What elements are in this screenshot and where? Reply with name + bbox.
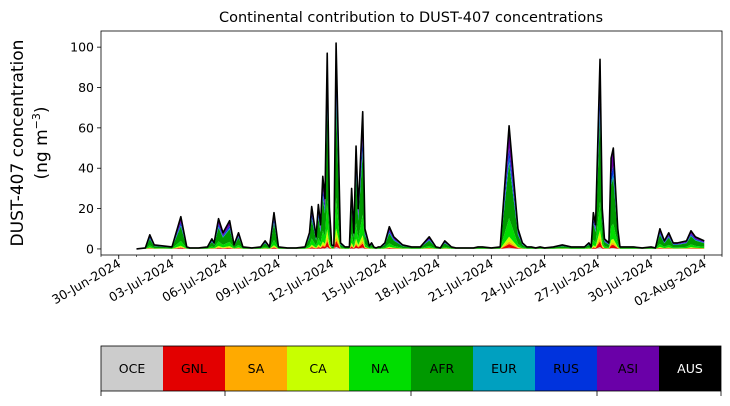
plot-frame xyxy=(100,30,723,256)
colorbar-label-gnl: GNL xyxy=(181,361,207,376)
y-tick-label: 40 xyxy=(78,161,94,176)
colorbar-label-asi: ASI xyxy=(618,361,638,376)
y-tick-label: 100 xyxy=(70,40,94,55)
colorbar-label-rus: RUS xyxy=(553,361,579,376)
axes: 02040608010030-Jun-202403-Jul-202406-Jul… xyxy=(49,30,723,309)
colorbar-swatch-na xyxy=(349,346,411,391)
colorbar-swatch-afr xyxy=(411,346,473,391)
area-series-aus xyxy=(136,43,705,249)
colorbar-swatch-oce xyxy=(101,346,163,391)
area-series-rus xyxy=(136,80,705,249)
chart-title: Continental contribution to DUST-407 con… xyxy=(219,10,603,26)
colorbar-label-oce: OCE xyxy=(119,361,146,376)
colorbar-label-sa: SA xyxy=(248,361,265,376)
colorbar-label-eur: EUR xyxy=(491,361,517,376)
colorbar-swatch-rus xyxy=(535,346,597,391)
y-tick-label: 0 xyxy=(86,241,94,256)
y-axis-unit-label: (ng m−3) xyxy=(30,106,52,179)
colorbar-swatch-sa xyxy=(225,346,287,391)
total-line xyxy=(136,42,705,250)
colorbar-swatch-eur xyxy=(473,346,535,391)
colorbar-label-ca: CA xyxy=(309,361,327,376)
y-unit-prefix: (ng m xyxy=(32,129,52,179)
colorbar-label-na: NA xyxy=(371,361,389,376)
colorbar-swatch-gnl xyxy=(163,346,225,391)
colorbar-swatch-aus xyxy=(659,346,721,391)
colorbar-swatch-asi xyxy=(597,346,659,391)
colorbar-label-afr: AFR xyxy=(430,361,455,376)
plot-area xyxy=(136,42,705,250)
y-tick-label: 20 xyxy=(78,201,94,216)
y-unit-superscript: −3 xyxy=(30,113,43,129)
y-tick-label: 60 xyxy=(78,120,94,135)
colorbar-swatch-ca xyxy=(287,346,349,391)
colorbar: OCE GNL SA CA NA AFR EUR RUS ASI AUS xyxy=(100,345,722,396)
area-series-asi xyxy=(136,45,705,249)
y-tick-label: 80 xyxy=(78,80,94,95)
y-unit-suffix: ) xyxy=(32,106,52,113)
y-axis-label: DUST-407 concentration xyxy=(8,40,28,247)
colorbar-label-aus: AUS xyxy=(677,361,703,376)
